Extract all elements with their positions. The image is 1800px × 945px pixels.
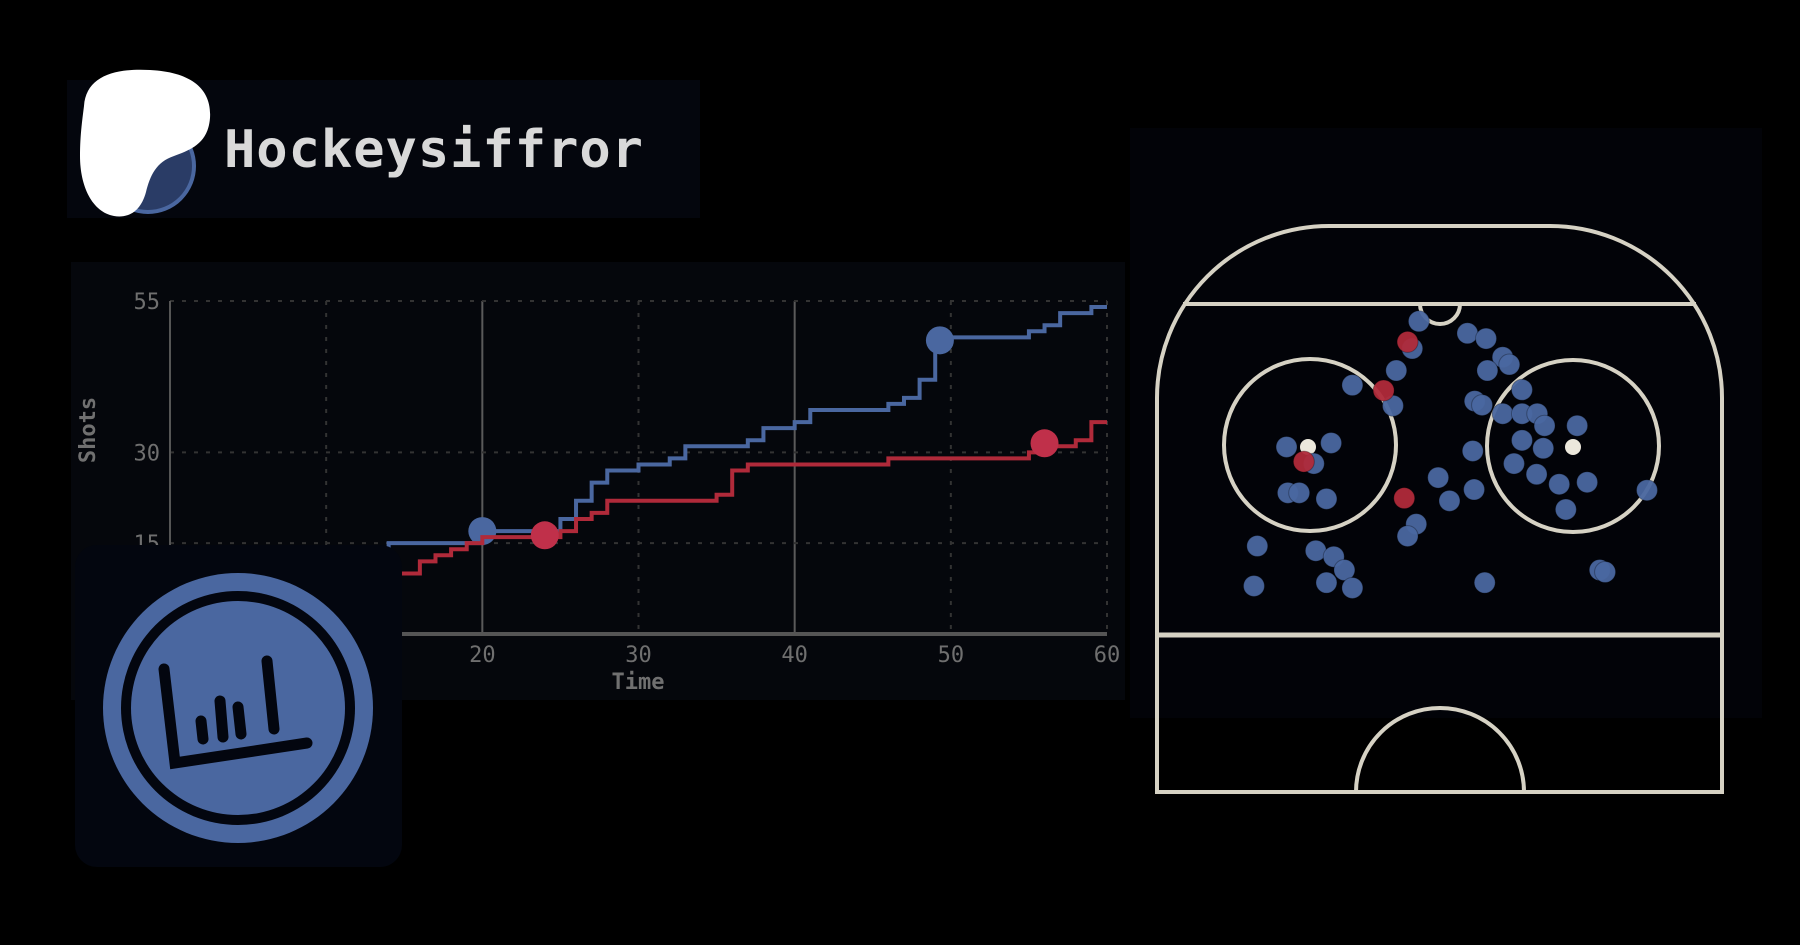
shot-dot-home <box>1473 571 1496 594</box>
shot-dot-home <box>1491 402 1514 425</box>
shot-dot-home <box>1576 471 1599 494</box>
shot-dot-away <box>1396 330 1419 353</box>
faceoff-circle-right <box>1485 358 1661 534</box>
shot-dot-home <box>1594 560 1617 583</box>
rink-boards <box>1155 224 1724 794</box>
shot-dot-home <box>1315 571 1338 594</box>
x-tick-label: 50 <box>938 643 965 668</box>
shot-dot-home <box>1246 535 1269 558</box>
shot-dot-home <box>1635 479 1658 502</box>
shot-dot-home <box>1275 435 1298 458</box>
shot-dot-home <box>1463 478 1486 501</box>
shot-dot-away <box>1292 450 1315 473</box>
blob-logo-icon <box>80 69 211 217</box>
shot-dot-home <box>1548 473 1571 496</box>
x-axis-label: Time <box>612 670 665 695</box>
shot-dot-home <box>1315 487 1338 510</box>
bar-chart-badge-icon <box>103 573 373 843</box>
center-circle-arc <box>1354 706 1526 793</box>
shot-dot-home <box>1242 574 1265 597</box>
shot-dot-away <box>1372 379 1395 402</box>
shot-dot-home <box>1566 414 1589 437</box>
shot-dot-home <box>1476 359 1499 382</box>
shot-dot-home <box>1461 439 1484 462</box>
x-tick-label: 60 <box>1094 643 1121 668</box>
shot-dot-home <box>1396 525 1419 548</box>
faceoff-dot-left <box>1300 439 1316 455</box>
shot-dot-home <box>1533 414 1556 437</box>
shot-dot-home <box>1438 489 1461 512</box>
shot-dot-home <box>1407 310 1430 333</box>
series-marker-1 <box>1030 429 1059 458</box>
series-marker-1 <box>530 521 559 550</box>
y-tick-label: 30 <box>134 441 161 466</box>
shot-dot-home <box>1502 452 1525 475</box>
shot-dot-home <box>1288 481 1311 504</box>
shot-dot-home <box>1510 429 1533 452</box>
x-tick-label: 20 <box>469 643 496 668</box>
series-marker-0 <box>925 326 954 355</box>
shot-dot-home <box>1333 559 1356 581</box>
shot-dot-away <box>1393 487 1416 510</box>
app-title: Hockeysiffror <box>224 120 644 180</box>
y-tick-label: 55 <box>134 290 161 315</box>
x-tick-label: 40 <box>781 643 808 668</box>
shot-dot-home <box>1554 498 1577 521</box>
shot-dot-home <box>1341 576 1364 599</box>
shot-dot-home <box>1475 327 1498 350</box>
shot-dot-home <box>1385 359 1408 382</box>
shot-dot-home <box>1532 437 1555 460</box>
shot-dot-home <box>1427 466 1450 489</box>
shot-dot-home <box>1525 463 1548 486</box>
shot-dot-home <box>1498 353 1521 376</box>
shot-dot-home <box>1510 378 1533 401</box>
shot-dot-home <box>1320 431 1343 454</box>
x-tick-label: 30 <box>625 643 652 668</box>
shot-dot-home <box>1341 374 1364 397</box>
faceoff-dot-right <box>1565 439 1581 455</box>
shot-dot-home <box>1471 394 1494 417</box>
faceoff-circle-left <box>1222 357 1398 533</box>
logo-card <box>75 545 402 867</box>
shot-dot-home <box>1456 322 1479 345</box>
y-axis-label: Shots <box>76 397 101 463</box>
